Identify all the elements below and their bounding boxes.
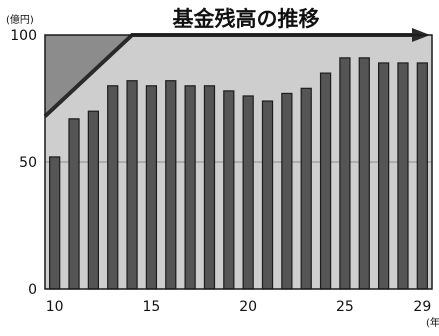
bar-23 [300, 87, 312, 290]
bar-25 [339, 57, 351, 290]
x-tick-20: 20 [239, 299, 257, 315]
x-axis-unit: (年 [426, 316, 439, 329]
bar-24 [319, 72, 332, 290]
bar-19 [223, 90, 235, 290]
bar-15 [145, 85, 158, 290]
x-tick-15: 15 [143, 299, 161, 315]
bar-18 [203, 85, 216, 290]
bar-17 [184, 85, 196, 290]
y-tick-0: 0 [28, 282, 37, 298]
y-axis-ticks: 0 50 100 [10, 28, 37, 298]
plot-frame [44, 34, 433, 290]
bar-28 [397, 62, 409, 290]
x-tick-25: 25 [336, 299, 354, 315]
x-axis-ticks: 10 15 20 25 29 [46, 299, 431, 315]
y-axis-unit: (億円) [6, 13, 34, 26]
y-tick-50: 50 [19, 155, 37, 171]
bar-12 [87, 110, 99, 290]
bar-20 [242, 95, 254, 290]
bar-26 [358, 57, 370, 290]
plot-border [44, 34, 433, 290]
bar-10 [49, 156, 61, 290]
chart-title: 基金残高の推移 [173, 7, 320, 31]
bar-29 [416, 62, 428, 290]
bar-11 [68, 118, 80, 290]
y-tick-100: 100 [10, 28, 37, 44]
bar-22 [281, 92, 293, 290]
x-tick-10: 10 [46, 299, 64, 315]
bar-13 [107, 85, 119, 290]
bar-21 [261, 100, 274, 290]
bar-14 [126, 80, 138, 290]
bar-27 [377, 62, 390, 290]
x-tick-29: 29 [413, 299, 431, 315]
bar-16 [165, 80, 177, 290]
